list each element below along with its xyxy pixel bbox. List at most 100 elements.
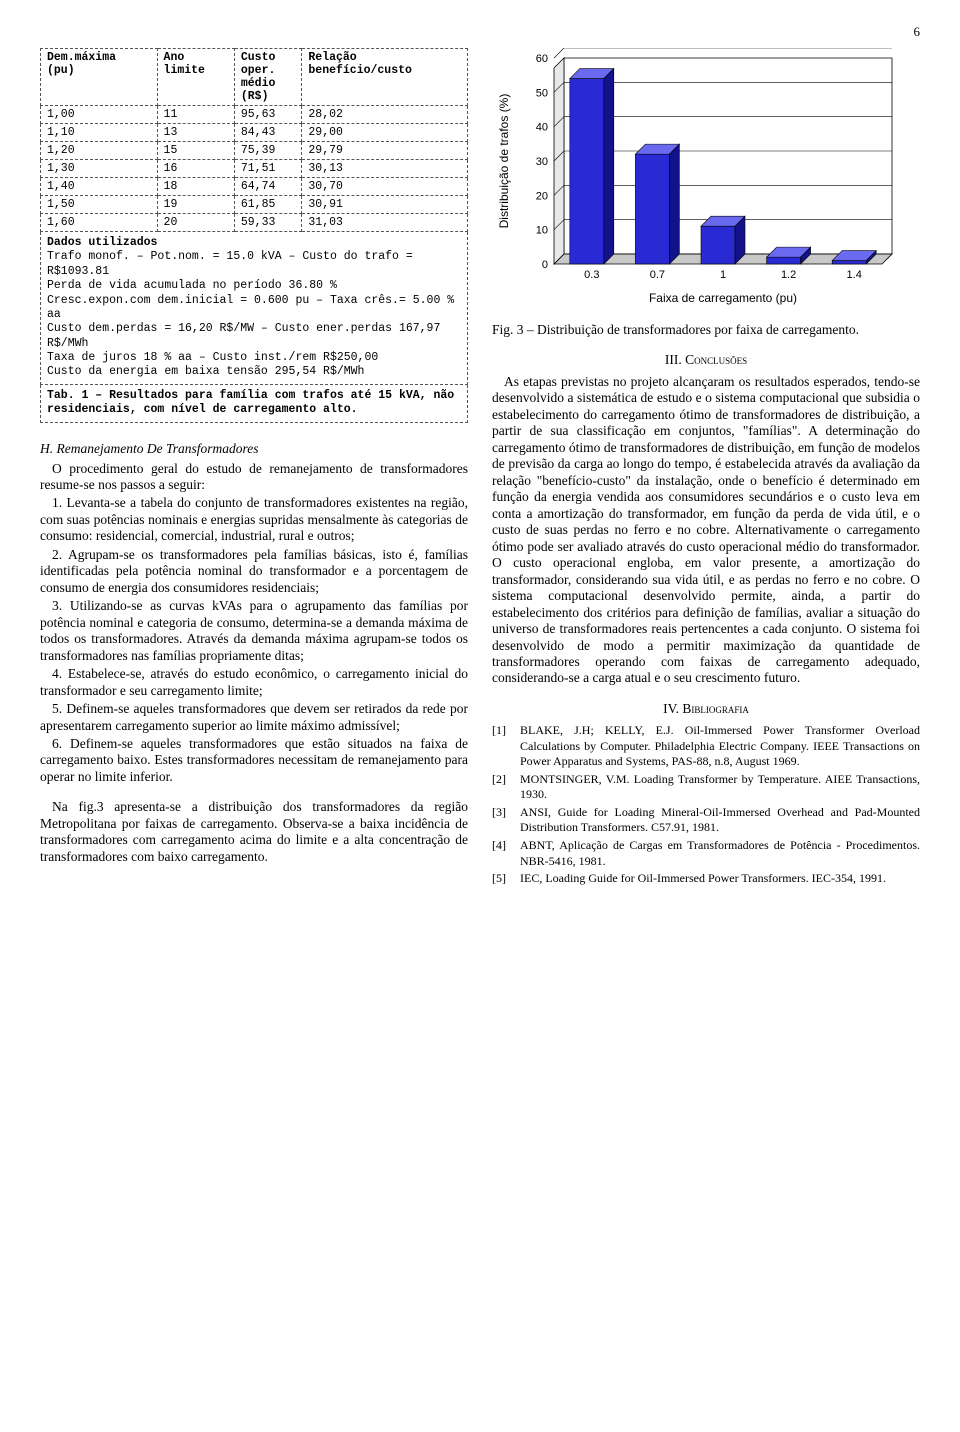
dados-line: Cresc.expon.com dem.inicial = 0.600 pu –… <box>47 294 461 323</box>
svg-text:30: 30 <box>536 156 548 168</box>
th-ano: Ano limite <box>157 49 234 106</box>
biblio-tag: [3] <box>492 805 520 836</box>
results-table: Dem.máxima (pu) Ano limite Custo oper. m… <box>40 48 468 232</box>
body-paragraph: Na fig.3 apresenta-se a distribuição dos… <box>40 799 468 865</box>
table-cell: 13 <box>157 124 234 142</box>
section-iv-heading: IV. Bibliografia <box>492 701 920 717</box>
table-cell: 20 <box>157 214 234 232</box>
svg-text:0.3: 0.3 <box>584 269 599 281</box>
svg-text:50: 50 <box>536 87 548 99</box>
section-iii-heading: III. Conclusões <box>492 352 920 368</box>
body-paragraph: 2. Agrupam-se os transformadores pela fa… <box>40 547 468 596</box>
figure-caption: Fig. 3 – Distribuição de transformadores… <box>492 322 920 338</box>
table-cell: 30,91 <box>302 196 468 214</box>
table-cell: 84,43 <box>234 124 302 142</box>
biblio-item: [3]ANSI, Guide for Loading Mineral-Oil-I… <box>492 805 920 836</box>
page-number: 6 <box>40 24 920 40</box>
svg-text:1: 1 <box>720 269 726 281</box>
biblio-text: IEC, Loading Guide for Oil-Immersed Powe… <box>520 871 886 887</box>
table-row: 1,401864,7430,70 <box>41 178 468 196</box>
biblio-item: [2]MONTSINGER, V.M. Loading Transformer … <box>492 772 920 803</box>
table-cell: 11 <box>157 106 234 124</box>
left-column: Dem.máxima (pu) Ano limite Custo oper. m… <box>40 48 468 889</box>
table-row: 1,001195,6328,02 <box>41 106 468 124</box>
svg-text:20: 20 <box>536 190 548 202</box>
biblio-tag: [1] <box>492 723 520 770</box>
table-row: 1,501961,8530,91 <box>41 196 468 214</box>
table-cell: 1,10 <box>41 124 158 142</box>
svg-text:40: 40 <box>536 122 548 134</box>
table-cell: 1,50 <box>41 196 158 214</box>
body-paragraph: 4. Estabelece-se, através do estudo econ… <box>40 666 468 699</box>
table-cell: 30,70 <box>302 178 468 196</box>
table-cell: 1,40 <box>41 178 158 196</box>
svg-text:Faixa de carregamento (pu): Faixa de carregamento (pu) <box>649 291 797 305</box>
table-cell: 1,00 <box>41 106 158 124</box>
table-cell: 30,13 <box>302 160 468 178</box>
table-cell: 29,00 <box>302 124 468 142</box>
svg-text:60: 60 <box>536 53 548 65</box>
table-cell: 1,60 <box>41 214 158 232</box>
th-relacao: Relação benefício/custo <box>302 49 468 106</box>
svg-text:10: 10 <box>536 225 548 237</box>
table-row: 1,201575,3929,79 <box>41 142 468 160</box>
sec3-num: III. <box>665 352 685 367</box>
table-cell: 64,74 <box>234 178 302 196</box>
svg-text:Distribuição de trafos (%): Distribuição de trafos (%) <box>497 94 511 229</box>
table-cell: 31,03 <box>302 214 468 232</box>
body-paragraph: 6. Definem-se aqueles transformadores qu… <box>40 736 468 785</box>
table-cell: 75,39 <box>234 142 302 160</box>
table-cell: 95,63 <box>234 106 302 124</box>
bibliography-list: [1]BLAKE, J.H; KELLY, E.J. Oil-Immersed … <box>492 723 920 887</box>
biblio-tag: [2] <box>492 772 520 803</box>
dados-line: Custo da energia em baixa tensão 295,54 … <box>47 365 461 379</box>
dados-line: Custo dem.perdas = 16,20 R$/MW – Custo e… <box>47 322 461 351</box>
dados-line: Taxa de juros 18 % aa – Custo inst./rem … <box>47 351 461 365</box>
body-paragraph: O procedimento geral do estudo de remane… <box>40 461 468 494</box>
biblio-text: ANSI, Guide for Loading Mineral-Oil-Imme… <box>520 805 920 836</box>
svg-text:1.4: 1.4 <box>847 269 862 281</box>
sec3-title: Conclusões <box>685 352 747 367</box>
table-row: 1,101384,4329,00 <box>41 124 468 142</box>
body-paragraph: 5. Definem-se aqueles transformadores qu… <box>40 701 468 734</box>
table-header-row: Dem.máxima (pu) Ano limite Custo oper. m… <box>41 49 468 106</box>
svg-text:0.7: 0.7 <box>650 269 665 281</box>
table-cell: 1,30 <box>41 160 158 178</box>
biblio-item: [4]ABNT, Aplicação de Cargas em Transfor… <box>492 838 920 869</box>
table-cell: 18 <box>157 178 234 196</box>
table-cell: 29,79 <box>302 142 468 160</box>
sec4-title: Bibliografia <box>682 701 749 716</box>
biblio-tag: [5] <box>492 871 520 887</box>
biblio-text: BLAKE, J.H; KELLY, E.J. Oil-Immersed Pow… <box>520 723 920 770</box>
table-cell: 16 <box>157 160 234 178</box>
biblio-item: [5]IEC, Loading Guide for Oil-Immersed P… <box>492 871 920 887</box>
chart-svg: 0 10 20 30 40 50 60 0.3 0.7 1 1.2 1.4 Distribuição d… <box>492 48 912 308</box>
table-cell: 28,02 <box>302 106 468 124</box>
dados-header: Dados utilizados <box>47 236 461 250</box>
th-custo: Custo oper. médio (R$) <box>234 49 302 106</box>
table-cell: 15 <box>157 142 234 160</box>
table-cell: 1,20 <box>41 142 158 160</box>
th-dem: Dem.máxima (pu) <box>41 49 158 106</box>
body-paragraph: 1. Levanta-se a tabela do conjunto de tr… <box>40 495 468 544</box>
table-cell: 61,85 <box>234 196 302 214</box>
conclusions-paragraph: As etapas previstas no projeto alcançara… <box>492 374 920 687</box>
table-caption: Tab. 1 – Resultados para família com tra… <box>40 385 468 423</box>
table-cell: 59,33 <box>234 214 302 232</box>
body-paragraph: 3. Utilizando-se as curvas kVAs para o a… <box>40 598 468 664</box>
table-cell: 71,51 <box>234 160 302 178</box>
svg-text:1.2: 1.2 <box>781 269 796 281</box>
table-row: 1,602059,3331,03 <box>41 214 468 232</box>
dados-line: Perda de vida acumulada no período 36.80… <box>47 279 461 293</box>
bar-chart-3d: 0 10 20 30 40 50 60 0.3 0.7 1 1.2 1.4 Distribuição d… <box>492 48 920 312</box>
svg-text:0: 0 <box>542 259 548 271</box>
biblio-text: MONTSINGER, V.M. Loading Transformer by … <box>520 772 920 803</box>
sec4-num: IV. <box>663 701 682 716</box>
table-row: 1,301671,5130,13 <box>41 160 468 178</box>
biblio-text: ABNT, Aplicação de Cargas em Transformad… <box>520 838 920 869</box>
dados-line: Trafo monof. – Pot.nom. = 15.0 kVA – Cus… <box>47 250 461 279</box>
right-column: 0 10 20 30 40 50 60 0.3 0.7 1 1.2 1.4 Distribuição d… <box>492 48 920 889</box>
biblio-item: [1]BLAKE, J.H; KELLY, E.J. Oil-Immersed … <box>492 723 920 770</box>
section-h-title: H. Remanejamento De Transformadores <box>40 441 468 457</box>
table-cell: 19 <box>157 196 234 214</box>
